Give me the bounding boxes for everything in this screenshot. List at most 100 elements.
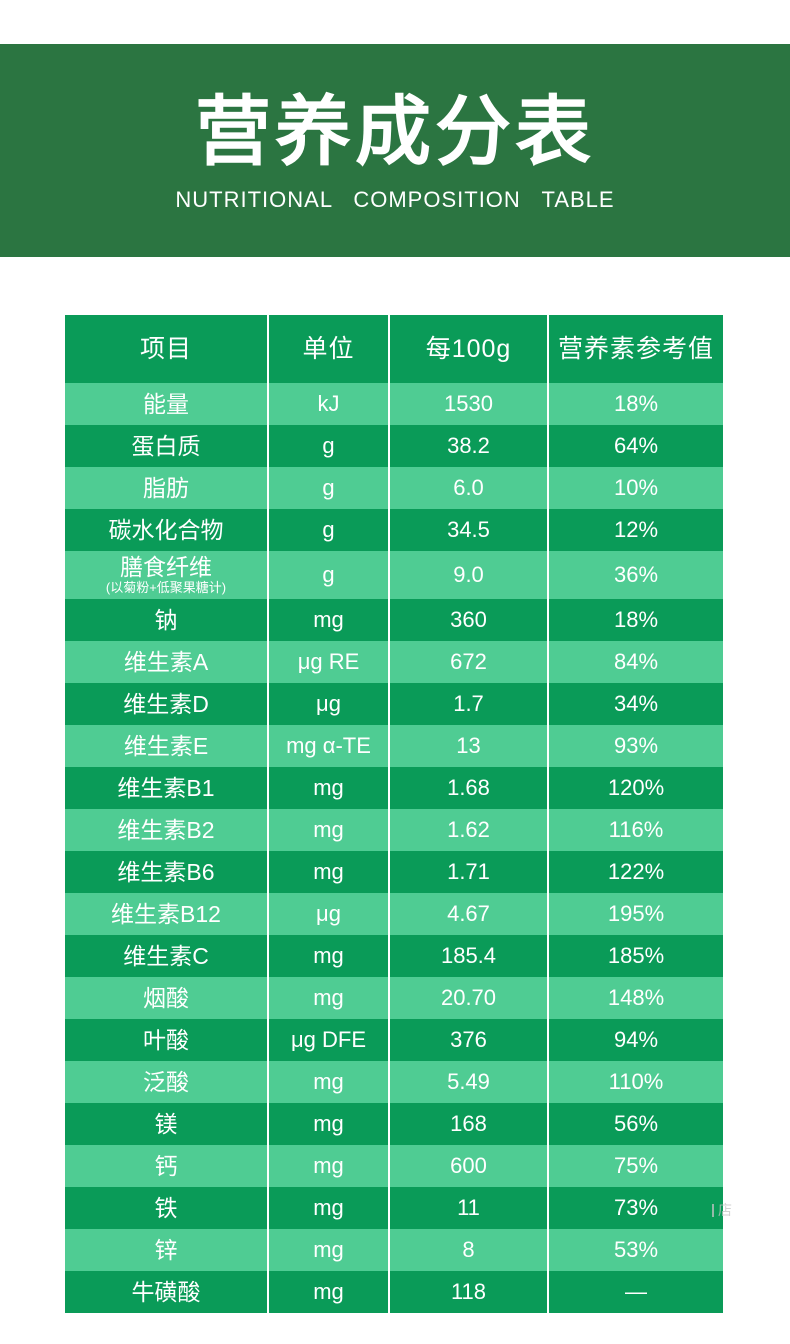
item-name-cell: 维生素B2 bbox=[65, 809, 267, 851]
item-nrv: 120% bbox=[549, 767, 723, 809]
page-title: 营养成分表 bbox=[195, 89, 595, 175]
item-name-cell: 镁 bbox=[65, 1103, 267, 1145]
item-name: 膳食纤维 bbox=[120, 553, 212, 580]
item-nrv: 195% bbox=[549, 893, 723, 935]
item-nrv: 12% bbox=[549, 509, 723, 551]
header-item: 项目 bbox=[65, 315, 267, 383]
item-name: 锌 bbox=[154, 1236, 178, 1263]
item-per100g: 38.2 bbox=[390, 425, 547, 467]
item-unit: mg bbox=[269, 767, 388, 809]
item-name: 叶酸 bbox=[143, 1026, 189, 1053]
item-nrv: 75% bbox=[549, 1145, 723, 1187]
item-name: 维生素E bbox=[123, 732, 209, 759]
item-name-cell: 维生素B6 bbox=[65, 851, 267, 893]
item-name: 碳水化合物 bbox=[108, 516, 224, 543]
item-unit: g bbox=[269, 551, 388, 599]
item-name-cell: 钠 bbox=[65, 599, 267, 641]
item-unit: mg bbox=[269, 1145, 388, 1187]
table-row: 维生素A μg RE 672 84% bbox=[65, 641, 723, 683]
item-nrv: 116% bbox=[549, 809, 723, 851]
table-row: 钙 mg 600 75% bbox=[65, 1145, 723, 1187]
table-row: 叶酸 μg DFE 376 94% bbox=[65, 1019, 723, 1061]
item-name: 泛酸 bbox=[143, 1068, 189, 1095]
table-row: 蛋白质 g 38.2 64% bbox=[65, 425, 723, 467]
item-unit: μg bbox=[269, 683, 388, 725]
item-per100g: 11 bbox=[390, 1187, 547, 1229]
item-subnote: (以菊粉+低聚果糖计) bbox=[105, 580, 227, 596]
item-nrv: 185% bbox=[549, 935, 723, 977]
page-subtitle: NUTRITIONAL COMPOSITION TABLE bbox=[175, 186, 615, 212]
banner: 营养成分表 NUTRITIONAL COMPOSITION TABLE bbox=[0, 44, 790, 257]
item-nrv: 148% bbox=[549, 977, 723, 1019]
item-name: 维生素D bbox=[123, 690, 209, 717]
item-nrv: 56% bbox=[549, 1103, 723, 1145]
item-per100g: 20.70 bbox=[390, 977, 547, 1019]
item-name-cell: 维生素C bbox=[65, 935, 267, 977]
item-per100g: 600 bbox=[390, 1145, 547, 1187]
item-per100g: 1.7 bbox=[390, 683, 547, 725]
item-nrv: 84% bbox=[549, 641, 723, 683]
item-nrv: 53% bbox=[549, 1229, 723, 1271]
item-per100g: 168 bbox=[390, 1103, 547, 1145]
item-per100g: 6.0 bbox=[390, 467, 547, 509]
item-per100g: 1.68 bbox=[390, 767, 547, 809]
item-nrv: 10% bbox=[549, 467, 723, 509]
nutrition-table: 项目 单位 每100g 营养素参考值 能量 kJ 1530 18% 蛋白质 g … bbox=[65, 315, 723, 1313]
item-name-cell: 维生素B12 bbox=[65, 893, 267, 935]
item-per100g: 1530 bbox=[390, 383, 547, 425]
item-name-cell: 维生素A bbox=[65, 641, 267, 683]
item-name: 维生素A bbox=[123, 648, 209, 675]
item-name-cell: 牛磺酸 bbox=[65, 1271, 267, 1313]
item-per100g: 376 bbox=[390, 1019, 547, 1061]
item-per100g: 185.4 bbox=[390, 935, 547, 977]
item-name-cell: 维生素B1 bbox=[65, 767, 267, 809]
item-unit: kJ bbox=[269, 383, 388, 425]
item-name: 能量 bbox=[143, 390, 189, 417]
item-unit: mg bbox=[269, 1187, 388, 1229]
item-nrv: 36% bbox=[549, 551, 723, 599]
item-name: 维生素C bbox=[123, 942, 209, 969]
item-unit: mg bbox=[269, 809, 388, 851]
item-unit: μg DFE bbox=[269, 1019, 388, 1061]
item-name: 维生素B6 bbox=[117, 858, 215, 885]
item-per100g: 34.5 bbox=[390, 509, 547, 551]
item-name-cell: 叶酸 bbox=[65, 1019, 267, 1061]
item-unit: mg bbox=[269, 1229, 388, 1271]
item-name-cell: 泛酸 bbox=[65, 1061, 267, 1103]
table-row: 钠 mg 360 18% bbox=[65, 599, 723, 641]
header-unit: 单位 bbox=[269, 315, 388, 383]
item-name: 铁 bbox=[154, 1194, 178, 1221]
item-unit: μg RE bbox=[269, 641, 388, 683]
table-row: 维生素B1 mg 1.68 120% bbox=[65, 767, 723, 809]
item-name: 钙 bbox=[154, 1152, 178, 1179]
item-nrv: 34% bbox=[549, 683, 723, 725]
item-nrv: 73% bbox=[549, 1187, 723, 1229]
item-name: 维生素B1 bbox=[117, 774, 215, 801]
table-row: 维生素B6 mg 1.71 122% bbox=[65, 851, 723, 893]
item-name: 镁 bbox=[154, 1110, 178, 1137]
table-row: 泛酸 mg 5.49 110% bbox=[65, 1061, 723, 1103]
table-row: 维生素D μg 1.7 34% bbox=[65, 683, 723, 725]
item-name-cell: 维生素E bbox=[65, 725, 267, 767]
item-per100g: 5.49 bbox=[390, 1061, 547, 1103]
item-per100g: 360 bbox=[390, 599, 547, 641]
item-name: 维生素B2 bbox=[117, 816, 215, 843]
item-name-cell: 膳食纤维 (以菊粉+低聚果糖计) bbox=[65, 551, 267, 599]
item-per100g: 13 bbox=[390, 725, 547, 767]
item-nrv: 110% bbox=[549, 1061, 723, 1103]
item-unit: mg bbox=[269, 977, 388, 1019]
item-unit: mg α-TE bbox=[269, 725, 388, 767]
table-header-row: 项目 单位 每100g 营养素参考值 bbox=[65, 315, 723, 383]
item-name-cell: 铁 bbox=[65, 1187, 267, 1229]
item-name-cell: 钙 bbox=[65, 1145, 267, 1187]
item-nrv: — bbox=[549, 1271, 723, 1313]
item-nrv: 18% bbox=[549, 599, 723, 641]
table-row: 膳食纤维 (以菊粉+低聚果糖计) g 9.0 36% bbox=[65, 551, 723, 599]
item-unit: mg bbox=[269, 1271, 388, 1313]
table-row: 牛磺酸 mg 118 — bbox=[65, 1271, 723, 1313]
item-name: 烟酸 bbox=[143, 984, 189, 1011]
table-row: 维生素B2 mg 1.62 116% bbox=[65, 809, 723, 851]
table-row: 能量 kJ 1530 18% bbox=[65, 383, 723, 425]
item-per100g: 1.62 bbox=[390, 809, 547, 851]
item-name: 牛磺酸 bbox=[131, 1278, 201, 1305]
